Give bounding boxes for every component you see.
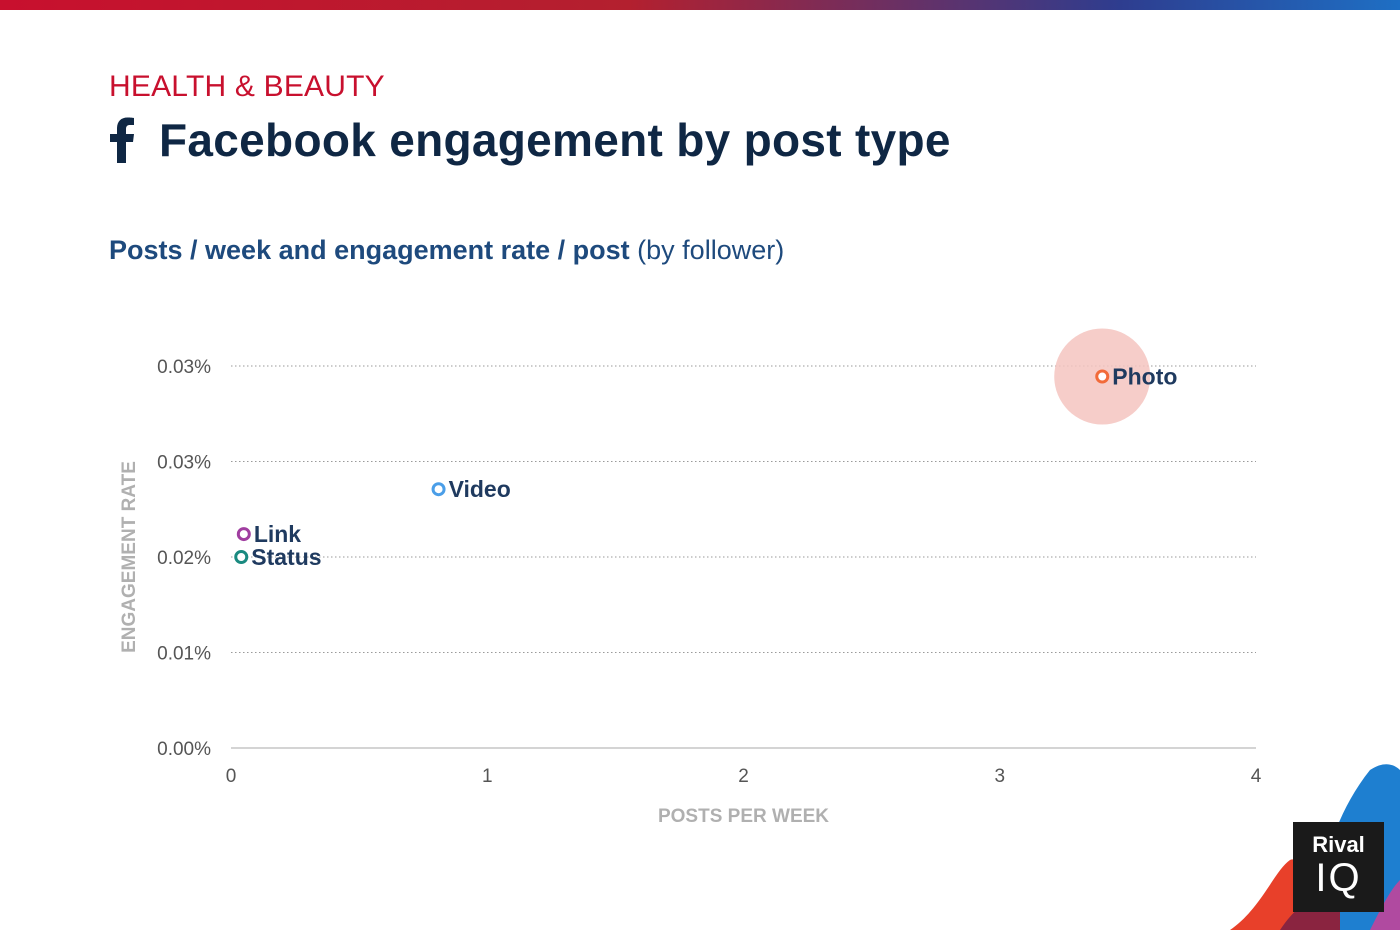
point-label-photo: Photo [1112,364,1177,390]
chart-subtitle: Posts / week and engagement rate / post … [109,235,784,266]
data-point-status [234,550,249,564]
y-tick-label: 0.02% [157,548,211,569]
x-tick-label: 2 [738,766,749,787]
top-accent-bar [0,0,1400,10]
logo-text-rival: Rival [1312,832,1365,857]
logo-text-iq: IQ [1315,856,1362,900]
rival-iq-logo: Rival IQ [1293,822,1384,912]
y-tick-label: 0.00% [157,739,211,760]
x-tick-label: 1 [482,766,493,787]
point-label-video: Video [449,476,511,502]
y-tick-label: 0.03% [157,453,211,474]
y-axis-title: ENGAGEMENT RATE [119,461,140,653]
y-tick-label: 0.03% [157,357,211,378]
point-label-link: Link [254,521,301,547]
point-label-status: Status [251,544,321,570]
category-label: HEALTH & BEAUTY [109,70,385,103]
subtitle-main: Posts / week and engagement rate / post [109,235,630,265]
data-point-photo [1095,369,1110,384]
subtitle-qualifier: (by follower) [637,235,785,265]
title-row: Facebook engagement by post type [109,110,951,170]
y-tick-label: 0.01% [157,644,211,665]
chart-title: Facebook engagement by post type [159,114,951,166]
x-tick-label: 4 [1251,766,1262,787]
x-tick-label: 0 [226,766,237,787]
data-point-video [431,482,446,497]
data-point-link [236,527,251,542]
facebook-icon [110,117,134,163]
x-axis-title: POSTS PER WEEK [658,806,829,827]
x-tick-label: 3 [994,766,1005,787]
